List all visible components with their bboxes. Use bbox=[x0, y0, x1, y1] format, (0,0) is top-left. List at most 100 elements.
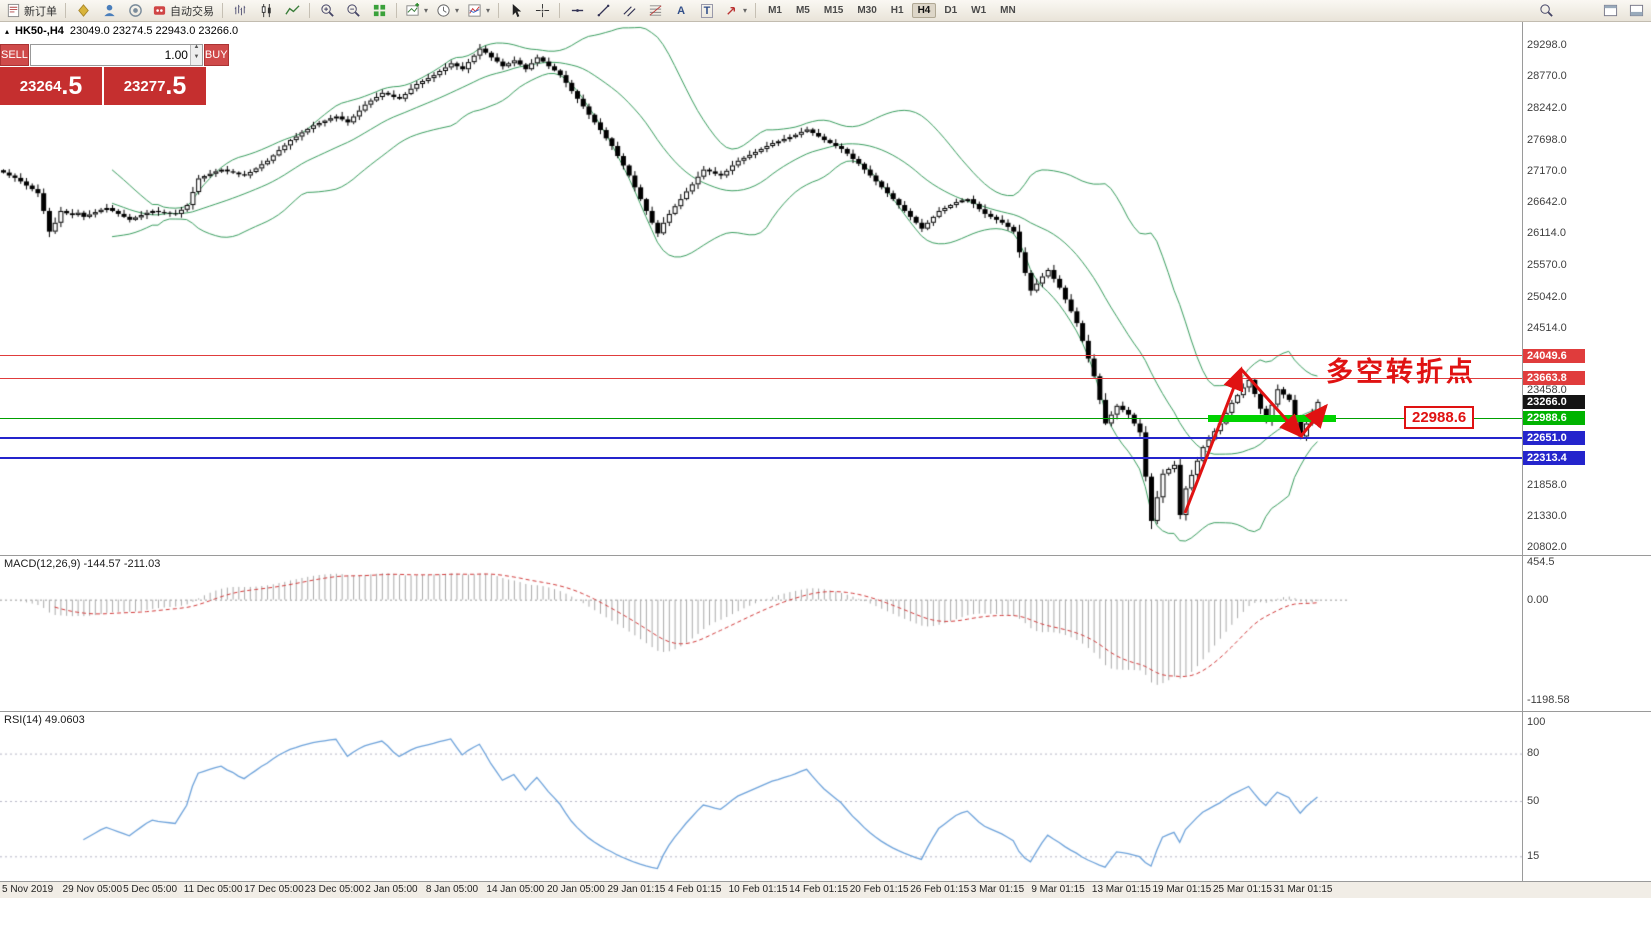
horizontal-line-icon bbox=[571, 9, 583, 12]
channel-tool-button[interactable] bbox=[617, 2, 641, 20]
time-axis-label: 23 Dec 05:00 bbox=[304, 884, 365, 895]
main-toolbar: 新订单 自动交易 bbox=[0, 0, 1651, 22]
mql-community-icon bbox=[128, 4, 142, 17]
new-chart-button[interactable]: ▾ bbox=[402, 2, 431, 20]
time-axis-label: 14 Jan 05:00 bbox=[486, 884, 545, 895]
timeframe-button-m15[interactable]: M15 bbox=[823, 5, 844, 16]
support-zone-annotation bbox=[1208, 414, 1336, 422]
line-chart-mode-button[interactable] bbox=[280, 2, 304, 20]
chart-period-button[interactable]: ▾ bbox=[433, 2, 462, 20]
diamond-icon bbox=[77, 4, 89, 17]
data-window-icon bbox=[1603, 4, 1617, 17]
collapse-panel-icon[interactable]: ▴ bbox=[5, 26, 10, 36]
arrow-object-icon bbox=[727, 6, 736, 15]
price-axis-label: 29298.0 bbox=[1527, 39, 1567, 52]
time-axis[interactable]: 5 Nov 2019 29 Nov 05:00 5 Dec 05:00 11 Dec … bbox=[0, 882, 1651, 898]
bar-chart-mode-button[interactable] bbox=[228, 2, 252, 20]
timeframe-button-m1[interactable]: M1 bbox=[768, 5, 782, 16]
time-axis-label: 5 Nov 2019 bbox=[2, 884, 54, 895]
price-axis-label: 21858.0 bbox=[1527, 478, 1567, 491]
pane-splitter[interactable] bbox=[0, 711, 1651, 712]
price-callout-label: 22988.6 bbox=[1404, 406, 1475, 429]
volume-input[interactable] bbox=[30, 45, 190, 65]
sell-price-button[interactable]: 23264 .5 bbox=[0, 67, 102, 105]
terminal-window-icon bbox=[1629, 4, 1643, 17]
horizontal-level-line[interactable] bbox=[0, 377, 1522, 379]
tile-windows-icon bbox=[373, 4, 385, 17]
new-order-button[interactable]: 新订单 bbox=[3, 2, 60, 20]
timeframe-button-d1[interactable]: D1 bbox=[944, 5, 958, 16]
cursor-tool-button[interactable] bbox=[504, 2, 528, 20]
horizontal-level-line[interactable] bbox=[0, 417, 1522, 419]
volume-down-icon[interactable]: ▼ bbox=[190, 54, 202, 65]
crosshair-tool-button[interactable] bbox=[530, 2, 554, 20]
fibonacci-icon bbox=[649, 5, 661, 16]
horizontal-level-line[interactable] bbox=[0, 437, 1522, 440]
terminal-window-button[interactable] bbox=[1624, 2, 1648, 20]
favorites-button[interactable] bbox=[71, 2, 95, 20]
time-axis-label: 4 Feb 01:15 bbox=[668, 884, 722, 895]
volume-stepper: ▲ ▼ bbox=[189, 44, 202, 65]
profile-icon bbox=[103, 4, 115, 17]
zoom-out-button[interactable] bbox=[341, 2, 365, 20]
rsi-axis-label: 80 bbox=[1527, 747, 1540, 760]
horizontal-level-line[interactable] bbox=[0, 457, 1522, 460]
text-label-tool-button[interactable]: T bbox=[695, 2, 719, 20]
fibonacci-tool-button[interactable] bbox=[643, 2, 667, 20]
rsi-indicator-canvas[interactable] bbox=[0, 712, 1522, 880]
pane-splitter[interactable] bbox=[0, 555, 1651, 556]
chart-title: ▴ HK50-,H4 23049.0 23274.5 22943.0 23266… bbox=[5, 25, 238, 37]
timeframe-button-mn[interactable]: MN bbox=[1000, 5, 1016, 16]
horizontal-line-tool-button[interactable] bbox=[565, 2, 589, 20]
tile-windows-button[interactable] bbox=[367, 2, 391, 20]
text-tool-button[interactable]: A bbox=[669, 2, 693, 20]
macd-axis-label: 454.5 bbox=[1527, 555, 1555, 568]
timeframe-button-h1[interactable]: H1 bbox=[890, 5, 904, 16]
buy-button[interactable]: BUY bbox=[203, 44, 229, 66]
trendline-icon bbox=[597, 4, 609, 17]
buy-price-frac: .5 bbox=[165, 71, 187, 100]
toolbar-separator bbox=[65, 3, 66, 18]
toolbar-separator bbox=[222, 3, 223, 18]
macd-axis-label: 0.00 bbox=[1527, 593, 1549, 606]
chevron-down-icon: ▾ bbox=[486, 6, 491, 15]
search-icon bbox=[1539, 4, 1553, 17]
symbol-period-label: HK50-,H4 bbox=[15, 25, 64, 37]
zoom-in-button[interactable] bbox=[315, 2, 339, 20]
price-axis-label: 28242.0 bbox=[1527, 101, 1567, 114]
time-axis-label: 26 Feb 01:15 bbox=[910, 884, 970, 895]
price-axis-label: 27170.0 bbox=[1527, 164, 1567, 177]
timeframe-group: M1 M5 M15 M30 H1 H4 D1 W1 MN bbox=[761, 3, 1023, 18]
new-order-label: 新订单 bbox=[24, 5, 57, 18]
price-chart-canvas[interactable] bbox=[0, 22, 1522, 554]
trendline-tool-button[interactable] bbox=[591, 2, 615, 20]
rsi-label: RSI(14) 49.0603 bbox=[4, 714, 85, 726]
price-axis-label: 24514.0 bbox=[1527, 321, 1567, 334]
indicators-button[interactable]: ▾ bbox=[464, 2, 493, 20]
indicators-icon bbox=[468, 4, 481, 17]
search-button[interactable] bbox=[1534, 2, 1558, 20]
profile-button[interactable] bbox=[97, 2, 121, 20]
macd-indicator-canvas[interactable] bbox=[0, 556, 1522, 710]
sell-button[interactable]: SELL bbox=[0, 44, 29, 66]
chevron-down-icon: ▾ bbox=[455, 6, 460, 15]
buy-price-button[interactable]: 23277 .5 bbox=[104, 67, 206, 105]
timeframe-button-w1[interactable]: W1 bbox=[971, 5, 987, 16]
ohlc-values-label: 23049.0 23274.5 22943.0 23266.0 bbox=[69, 25, 239, 37]
new-chart-icon bbox=[406, 3, 420, 16]
timeframe-button-m5[interactable]: M5 bbox=[795, 5, 810, 16]
timeframe-button-m30[interactable]: M30 bbox=[857, 5, 877, 16]
community-button[interactable] bbox=[123, 2, 147, 20]
volume-up-icon[interactable]: ▲ bbox=[190, 44, 202, 55]
candlestick-mode-button[interactable] bbox=[254, 2, 278, 20]
time-axis-label: 19 Mar 01:15 bbox=[1152, 884, 1212, 895]
timeframe-button-h4[interactable]: H4 bbox=[911, 3, 937, 18]
arrows-tool-button[interactable]: ▾ bbox=[721, 2, 750, 20]
data-window-button[interactable] bbox=[1598, 2, 1622, 20]
crosshair-icon bbox=[535, 3, 549, 18]
sell-price-main: 23264 bbox=[19, 77, 62, 95]
horizontal-level-line[interactable] bbox=[0, 355, 1522, 357]
rsi-axis-label: 50 bbox=[1527, 794, 1540, 807]
auto-trading-button[interactable]: 自动交易 bbox=[149, 2, 217, 20]
